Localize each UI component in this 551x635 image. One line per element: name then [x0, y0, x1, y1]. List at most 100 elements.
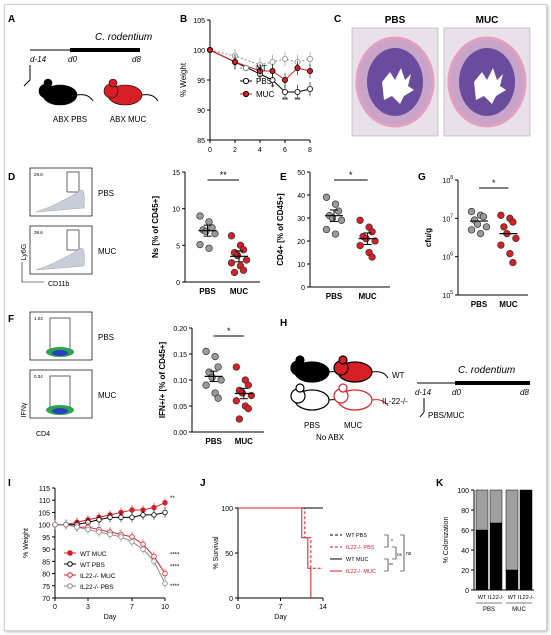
flow-label: MUC	[98, 247, 116, 256]
panel-I-axes: 70 75 80 85 90 95 100 105 110 115	[38, 486, 165, 603]
data-point	[368, 253, 376, 261]
bar-not-colonized	[489, 489, 503, 524]
y-axis-label: Ns [% of CD45+]	[151, 196, 160, 258]
data-point	[331, 230, 340, 238]
data-point	[96, 517, 102, 523]
x-tick-label: 8	[308, 147, 312, 154]
y-tick-label: 85	[197, 138, 205, 145]
treatment-arrow	[419, 398, 425, 418]
panel-D-axes: 0 5 10 15	[172, 170, 260, 287]
sig-label: *	[271, 83, 274, 92]
data-point	[151, 512, 157, 518]
timeline-title: C. rodentium	[95, 32, 152, 43]
y-tick-label: 50	[225, 551, 233, 558]
y-tick-label: 0	[229, 596, 233, 603]
y-tick-label: 110	[39, 498, 50, 505]
panel-letter: F	[8, 314, 14, 325]
data-point	[52, 521, 58, 528]
panel-E-axes: 0 10 20 30 40 50	[297, 170, 390, 292]
muscle-layer	[355, 36, 435, 128]
sig-label: ****	[170, 552, 180, 558]
category-label: IL22-/-	[518, 595, 534, 601]
histology-label: MUC	[476, 15, 499, 26]
mouse-icon	[333, 383, 389, 411]
data-point	[306, 56, 313, 63]
x-tick-label: 7	[279, 604, 283, 611]
data-point	[129, 539, 135, 545]
data-point	[211, 229, 219, 238]
category-label: WT	[478, 595, 487, 601]
data-point	[202, 381, 210, 389]
y-tick-label: 40	[461, 548, 469, 555]
category-label: MUC	[499, 300, 517, 309]
y-axis-label: % Weight	[179, 62, 188, 97]
data-point	[256, 68, 263, 75]
category-label: WT	[508, 595, 517, 601]
sig-label: **	[282, 96, 288, 105]
gate-percent: 29.8	[34, 172, 43, 177]
y-tick-label: 80	[42, 572, 50, 579]
data-point	[306, 68, 313, 75]
gate-box	[66, 171, 80, 193]
mouse-ear	[43, 78, 53, 88]
legend-marker	[67, 572, 73, 578]
legend-label: WT MUC	[346, 557, 369, 563]
flow-y-label: IFNγ	[21, 402, 28, 417]
data-point	[63, 521, 69, 528]
data-point	[140, 546, 146, 552]
y-tick-label: 60	[461, 528, 469, 535]
y-tick-label: 80	[461, 508, 469, 515]
panel-letter: A	[8, 14, 15, 25]
cell-population	[35, 189, 85, 213]
category-label: MUC	[230, 287, 248, 296]
sig-bracket	[384, 558, 389, 572]
sig-label: *	[349, 170, 353, 180]
data-point	[214, 394, 222, 402]
data-point	[467, 207, 476, 216]
data-point	[337, 216, 346, 224]
day-label: d0	[68, 55, 77, 64]
sig-label: *	[492, 178, 496, 188]
data-point	[244, 381, 252, 389]
sig-label: ns	[397, 552, 403, 557]
data-point	[211, 352, 219, 361]
mouse-tail	[371, 371, 389, 379]
data-point	[227, 232, 236, 240]
y-tick-label: 50	[297, 170, 305, 177]
data-point	[214, 363, 222, 371]
legend-label: IL22-/- MUC	[346, 569, 376, 575]
data-point	[140, 512, 146, 518]
legend-label: MUC	[256, 90, 274, 99]
data-point	[74, 524, 80, 530]
data-point	[294, 65, 301, 72]
data-point	[118, 534, 124, 540]
y-tick-label: 30	[297, 216, 305, 223]
legend-label: WT PBS	[80, 562, 105, 569]
bar-colonized	[519, 489, 533, 591]
mouse-ear	[338, 355, 348, 365]
legend-label: WT PBS	[346, 533, 367, 539]
x-tick-label: 0	[208, 147, 212, 154]
bar-colonized	[505, 569, 519, 591]
legend-label: WT MUC	[80, 551, 107, 558]
gate-percent: 39.6	[34, 230, 43, 235]
survival-line	[238, 507, 312, 598]
panel-letter: B	[180, 14, 187, 25]
data-point	[322, 193, 331, 201]
y-tick-label: 100	[457, 488, 469, 495]
sig-label: ns	[406, 551, 412, 557]
day-label: d-14	[415, 388, 432, 397]
y-tick-label: 15	[172, 170, 180, 177]
category-label: MUC	[358, 292, 376, 301]
gate-box	[66, 229, 80, 251]
data-point	[232, 363, 240, 371]
y-tick-label: 20	[297, 239, 305, 246]
y-tick-label: 106	[442, 252, 453, 262]
x-axis-label: Day	[104, 614, 117, 621]
day-label: d-14	[30, 55, 47, 64]
y-tick-label: 90	[42, 547, 50, 554]
data-point	[196, 212, 204, 220]
mouse-ear	[295, 355, 305, 365]
y-tick-label: 40	[297, 193, 305, 200]
